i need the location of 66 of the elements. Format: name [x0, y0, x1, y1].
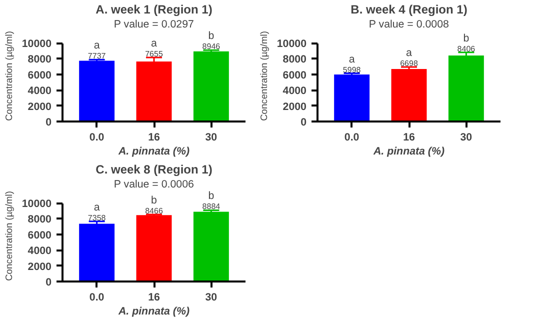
data-label: 5998	[342, 65, 362, 74]
bar	[391, 68, 427, 122]
chart-title: B. week 4 (Region 1)	[350, 2, 468, 16]
y-axis-title: Concentration (µg/ml)	[4, 31, 14, 121]
y-axis-title: Concentration (µg/ml)	[258, 31, 269, 121]
y-tick-label: 8000	[28, 214, 52, 226]
data-label: 6698	[400, 58, 418, 68]
y-tick-label: 6000	[282, 69, 307, 82]
bar	[334, 74, 370, 122]
x-tick-label: 0.0	[344, 132, 360, 144]
annotation: a	[348, 53, 355, 66]
bar	[448, 56, 484, 122]
bar	[193, 51, 229, 122]
y-tick-label: 6000	[28, 229, 52, 242]
y-tick-label: 4000	[282, 85, 307, 98]
x-tick-label: 30	[205, 132, 218, 144]
y-tick-label: 8000	[28, 54, 52, 66]
bar	[79, 60, 115, 122]
annotation: b	[463, 32, 470, 44]
chart-subtitle: P value = 0.0008	[368, 18, 450, 30]
annotation: a	[94, 201, 100, 214]
x-tick-label: 0.0	[89, 132, 104, 144]
text: b	[208, 30, 214, 42]
data-label: 8406	[457, 44, 476, 54]
y-tick-label: 0	[46, 276, 52, 288]
bar	[136, 61, 172, 122]
data-label: 7737	[88, 52, 106, 61]
text: b	[208, 190, 214, 202]
x-tick-label: 30	[205, 292, 218, 304]
data-label: 7655	[145, 50, 164, 59]
chart-subtitle: P value = 0.0006	[114, 178, 194, 190]
x-axis-title: A. pinnata (%)	[117, 306, 190, 318]
x-tick-label: 16	[403, 132, 415, 144]
x-tick-label: 16	[148, 132, 160, 144]
y-tick-label: 10000	[22, 198, 52, 210]
bar	[193, 212, 229, 282]
bar	[79, 224, 115, 282]
chart-title: C. week 8 (Region 1)	[96, 162, 212, 176]
annotation: a	[94, 40, 100, 52]
data-label: 8466	[145, 206, 164, 216]
bar	[136, 215, 172, 282]
annotation: a	[151, 38, 158, 50]
x-axis-title: A. pinnata (%)	[117, 146, 190, 158]
y-tick-label: 10000	[22, 38, 52, 50]
data-label: 7358	[88, 213, 106, 222]
chart-title: A. week 1 (Region 1)	[96, 2, 212, 16]
y-axis-title: Concentration (µg/ml)	[4, 191, 14, 281]
y-tick-label: 0	[46, 116, 52, 128]
y-tick-label: 4000	[28, 245, 52, 258]
x-tick-label: 16	[148, 292, 160, 304]
y-tick-label: 2000	[28, 260, 52, 273]
annotation: b	[151, 194, 158, 206]
y-tick-label: 0	[300, 116, 307, 128]
y-tick-label: 10000	[276, 38, 307, 50]
y-tick-label: 6000	[28, 69, 52, 82]
x-tick-label: 30	[460, 132, 472, 144]
y-tick-label: 2000	[28, 100, 52, 113]
data-label: 8946	[202, 42, 221, 52]
x-tick-label: 0.0	[89, 292, 104, 304]
y-tick-label: 4000	[28, 85, 52, 98]
y-tick-label: 2000	[282, 100, 307, 113]
data-label: 8884	[202, 202, 221, 212]
x-axis-title: A. pinnata (%)	[372, 146, 445, 158]
annotation: a	[406, 46, 412, 59]
chart-subtitle: P value = 0.0297	[114, 18, 194, 30]
y-tick-label: 8000	[282, 54, 307, 66]
